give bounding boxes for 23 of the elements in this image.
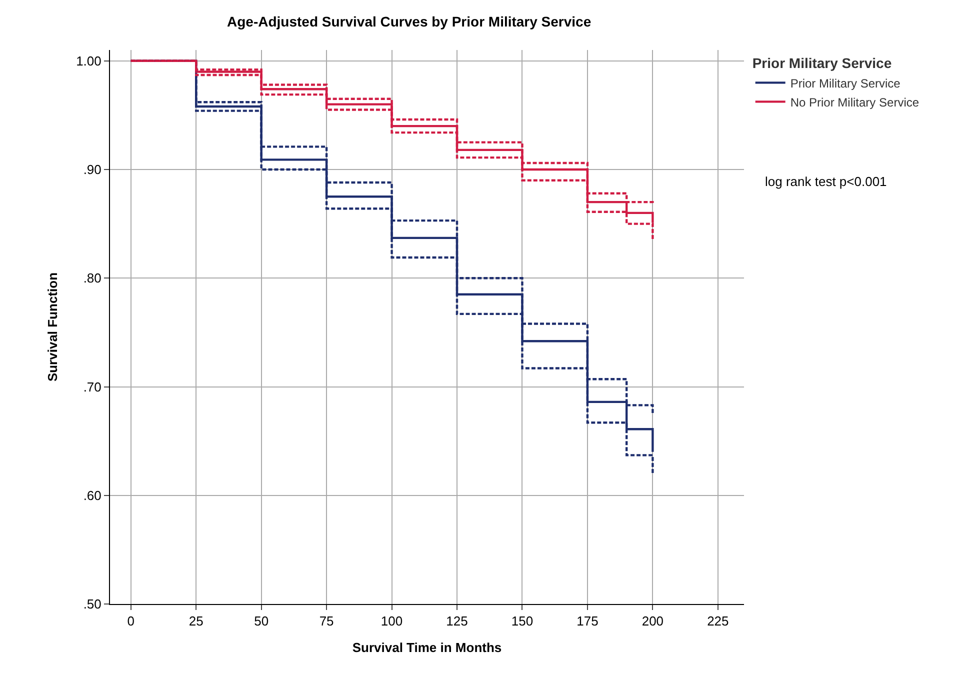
x-tick-label: 100 xyxy=(380,614,403,629)
x-tick-label: 125 xyxy=(446,614,468,629)
y-tick-label: 1.00 xyxy=(76,53,102,68)
x-axis-title: Survival Time in Months xyxy=(352,640,502,656)
legend-title: Prior Military Service xyxy=(752,55,892,72)
y-tick-label: .70 xyxy=(83,379,102,394)
x-tick-label: 200 xyxy=(642,614,664,629)
text: log rank test p<0.001 xyxy=(765,174,887,189)
x-tick-label: 75 xyxy=(319,614,334,629)
y-tick-label: .90 xyxy=(83,162,102,178)
x-tick-label: 175 xyxy=(576,614,598,629)
x-tick-label: 0 xyxy=(127,614,134,629)
legend-label: Prior Military Service xyxy=(790,76,901,90)
legend-label: No Prior Military Service xyxy=(790,95,920,110)
x-tick-label: 225 xyxy=(707,614,729,629)
y-axis-title: Survival Function xyxy=(45,272,60,382)
y-tick-label: .80 xyxy=(83,270,102,286)
x-tick-label: 150 xyxy=(511,614,534,629)
x-tick-label: 50 xyxy=(254,614,269,629)
chart-title: Age-Adjusted Survival Curves by Prior Military Service xyxy=(227,14,592,30)
x-tick-label: 25 xyxy=(188,614,204,629)
y-tick-label: .50 xyxy=(83,596,102,612)
y-tick-label: .60 xyxy=(83,488,102,503)
